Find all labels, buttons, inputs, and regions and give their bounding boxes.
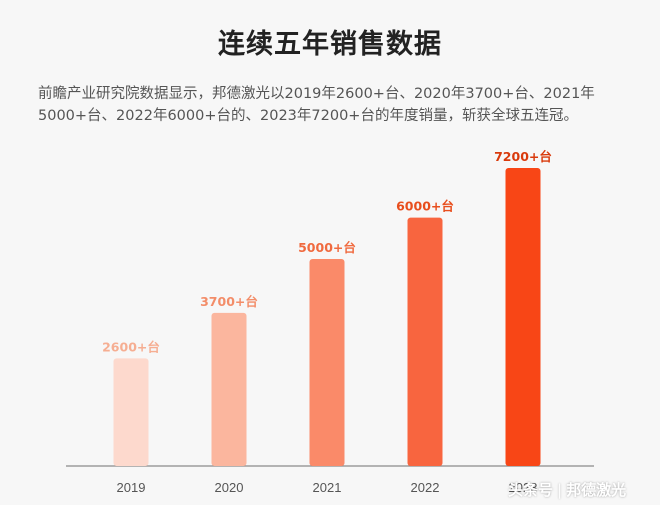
data-label-2023: 7200+台: [494, 149, 552, 164]
x-tick-label-2023: 2023: [509, 480, 538, 495]
watermark-separator: |: [557, 481, 563, 499]
x-tick-label-2020: 2020: [215, 480, 244, 495]
chart-title: 连续五年销售数据: [218, 29, 442, 60]
bar-2019: [113, 358, 149, 466]
bar-2021: [309, 259, 345, 466]
x-tick-label-2021: 2021: [313, 480, 342, 495]
bar-2022: [407, 217, 443, 466]
watermark-brand: 邦德激光: [566, 481, 627, 499]
data-label-2021: 5000+台: [298, 240, 356, 255]
data-label-2020: 3700+台: [200, 294, 258, 309]
watermark-prefix: 头条号: [508, 481, 554, 499]
bar-2023: [505, 168, 541, 466]
x-tick-label-2019: 2019: [117, 480, 146, 495]
data-label-2019: 2600+台: [102, 339, 160, 354]
data-label-2022: 6000+台: [396, 199, 454, 214]
bar-2020: [211, 312, 247, 466]
watermark: 头条号 | 邦德激光: [508, 479, 626, 500]
chart-description: 前瞻产业研究院数据显示，邦德激光以2019年2600+台、2020年3700+台…: [38, 86, 595, 124]
x-tick-label-2022: 2022: [411, 480, 440, 495]
